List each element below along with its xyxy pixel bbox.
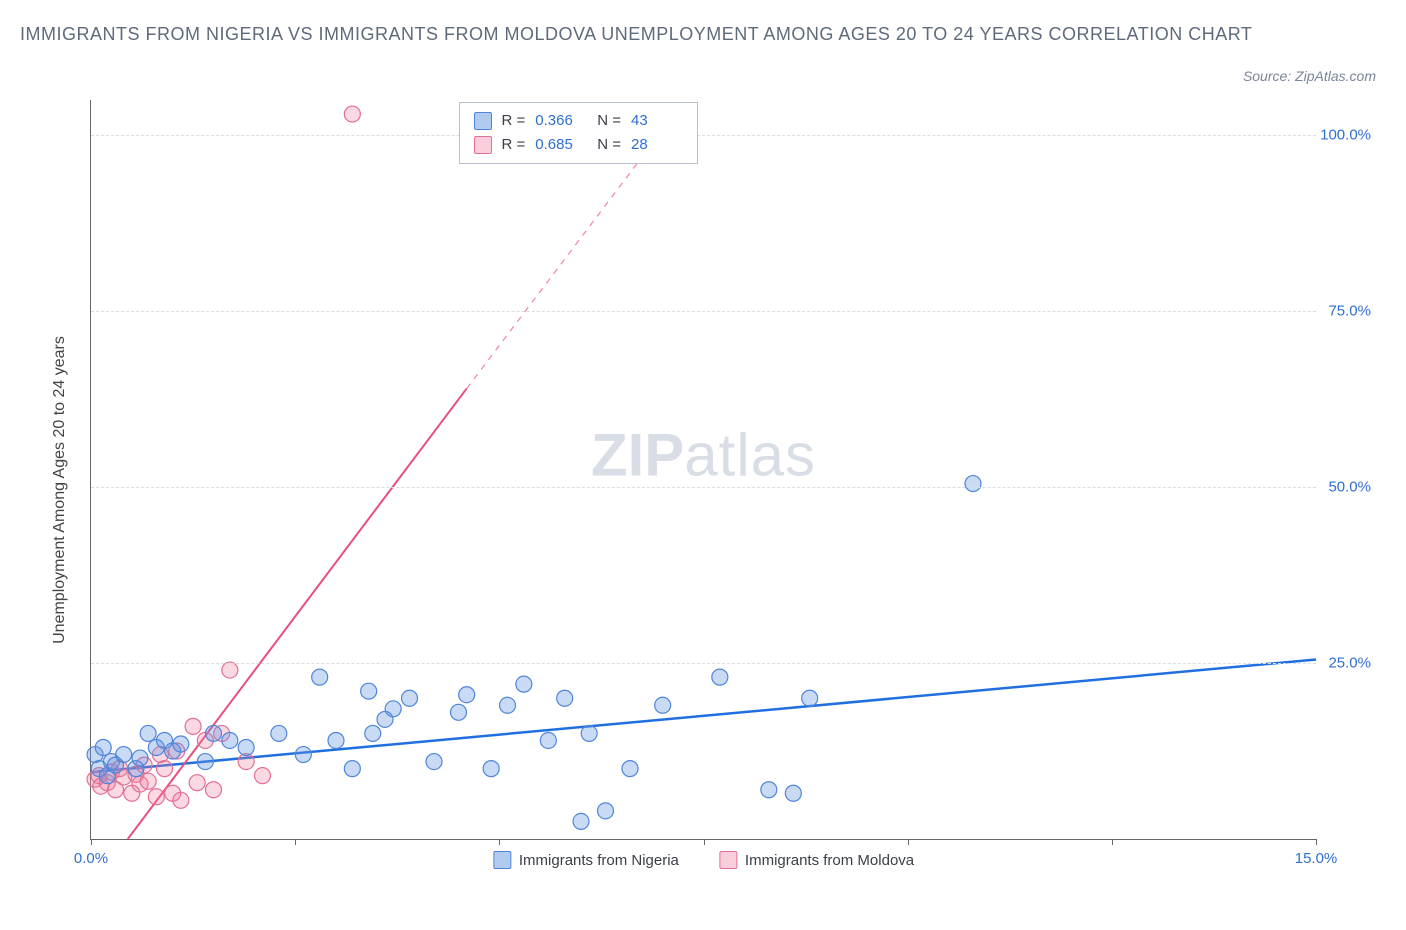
scatter-point-nigeria [206, 725, 222, 741]
scatter-point-nigeria [238, 740, 254, 756]
legend-row: R = 0.685 N = 28 [474, 133, 684, 157]
trendline-moldova-solid [128, 389, 467, 839]
scatter-point-nigeria [459, 687, 475, 703]
legend-n-label: N = [597, 109, 621, 133]
scatter-point-nigeria [761, 782, 777, 798]
scatter-point-moldova [189, 775, 205, 791]
legend-r-label: R = [502, 109, 526, 133]
scatter-point-nigeria [581, 725, 597, 741]
x-tick-label: 0.0% [74, 850, 108, 867]
scatter-point-nigeria [344, 761, 360, 777]
legend-item: Immigrants from Moldova [719, 851, 914, 869]
y-axis-label: Unemployment Among Ages 20 to 24 years [51, 336, 69, 644]
x-tick-mark [295, 839, 296, 845]
legend-r-value: 0.685 [535, 133, 587, 157]
scatter-point-nigeria [95, 740, 111, 756]
legend-item: Immigrants from Nigeria [493, 851, 679, 869]
legend-row: R = 0.366 N = 43 [474, 109, 684, 133]
scatter-point-moldova [185, 718, 201, 734]
legend-swatch-pink-icon [719, 851, 737, 869]
scatter-point-nigeria [312, 669, 328, 685]
scatter-point-moldova [344, 106, 360, 122]
x-tick-mark [499, 839, 500, 845]
gridline [91, 663, 1316, 664]
x-tick-mark [91, 839, 92, 845]
gridline [91, 135, 1316, 136]
scatter-point-nigeria [573, 813, 589, 829]
scatter-point-moldova [140, 773, 156, 789]
legend-swatch-blue-icon [493, 851, 511, 869]
x-tick-mark [704, 839, 705, 845]
source-credit: Source: ZipAtlas.com [1243, 68, 1376, 84]
legend-r-label: R = [502, 133, 526, 157]
gridline [91, 311, 1316, 312]
scatter-point-nigeria [598, 803, 614, 819]
y-tick-label: 75.0% [1328, 303, 1371, 320]
source-name: ZipAtlas.com [1295, 68, 1376, 84]
plot-area: ZIPatlas 25.0%50.0%75.0%100.0%0.0%15.0%R… [90, 100, 1316, 840]
scatter-point-nigeria [785, 785, 801, 801]
y-tick-label: 25.0% [1328, 655, 1371, 672]
scatter-point-nigeria [500, 697, 516, 713]
y-tick-label: 100.0% [1320, 127, 1371, 144]
scatter-point-nigeria [712, 669, 728, 685]
trendline-moldova-dash [467, 135, 659, 388]
legend-r-value: 0.366 [535, 109, 587, 133]
scatter-point-nigeria [516, 676, 532, 692]
gridline [91, 487, 1316, 488]
scatter-point-nigeria [173, 736, 189, 752]
legend-swatch-blue-icon [474, 112, 492, 130]
scatter-point-nigeria [426, 754, 442, 770]
x-tick-mark [1316, 839, 1317, 845]
x-tick-mark [908, 839, 909, 845]
scatter-point-nigeria [116, 747, 132, 763]
trendline-nigeria [91, 660, 1316, 773]
legend-label: Immigrants from Nigeria [519, 852, 679, 869]
scatter-point-moldova [148, 789, 164, 805]
scatter-point-nigeria [295, 747, 311, 763]
legend-swatch-pink-icon [474, 136, 492, 154]
scatter-point-moldova [173, 792, 189, 808]
plot-wrap: Unemployment Among Ages 20 to 24 years Z… [70, 100, 1376, 880]
chart-container: IMMIGRANTS FROM NIGERIA VS IMMIGRANTS FR… [20, 20, 1386, 910]
scatter-point-nigeria [402, 690, 418, 706]
scatter-point-moldova [206, 782, 222, 798]
scatter-point-moldova [222, 662, 238, 678]
scatter-point-nigeria [557, 690, 573, 706]
legend-n-value: 43 [631, 109, 683, 133]
x-tick-label: 15.0% [1295, 850, 1338, 867]
legend-correlation-box: R = 0.366 N = 43 R = 0.685 N = 28 [459, 102, 699, 164]
legend-n-label: N = [597, 133, 621, 157]
scatter-point-nigeria [451, 704, 467, 720]
scatter-point-nigeria [622, 761, 638, 777]
scatter-point-nigeria [385, 701, 401, 717]
scatter-point-nigeria [483, 761, 499, 777]
scatter-point-nigeria [361, 683, 377, 699]
x-tick-mark [1112, 839, 1113, 845]
scatter-point-nigeria [365, 725, 381, 741]
scatter-point-nigeria [140, 725, 156, 741]
scatter-point-nigeria [965, 476, 981, 492]
legend-n-value: 28 [631, 133, 683, 157]
y-tick-label: 50.0% [1328, 479, 1371, 496]
source-prefix: Source: [1243, 68, 1295, 84]
scatter-point-nigeria [655, 697, 671, 713]
plot-svg [91, 100, 1316, 839]
scatter-point-nigeria [802, 690, 818, 706]
scatter-point-nigeria [271, 725, 287, 741]
scatter-point-nigeria [328, 732, 344, 748]
scatter-point-nigeria [132, 750, 148, 766]
legend-series: Immigrants from Nigeria Immigrants from M… [493, 851, 914, 869]
scatter-point-nigeria [540, 732, 556, 748]
legend-label: Immigrants from Moldova [745, 852, 914, 869]
scatter-point-nigeria [197, 754, 213, 770]
chart-title: IMMIGRANTS FROM NIGERIA VS IMMIGRANTS FR… [20, 20, 1386, 49]
scatter-point-moldova [255, 768, 271, 784]
scatter-point-moldova [157, 761, 173, 777]
scatter-point-nigeria [222, 732, 238, 748]
